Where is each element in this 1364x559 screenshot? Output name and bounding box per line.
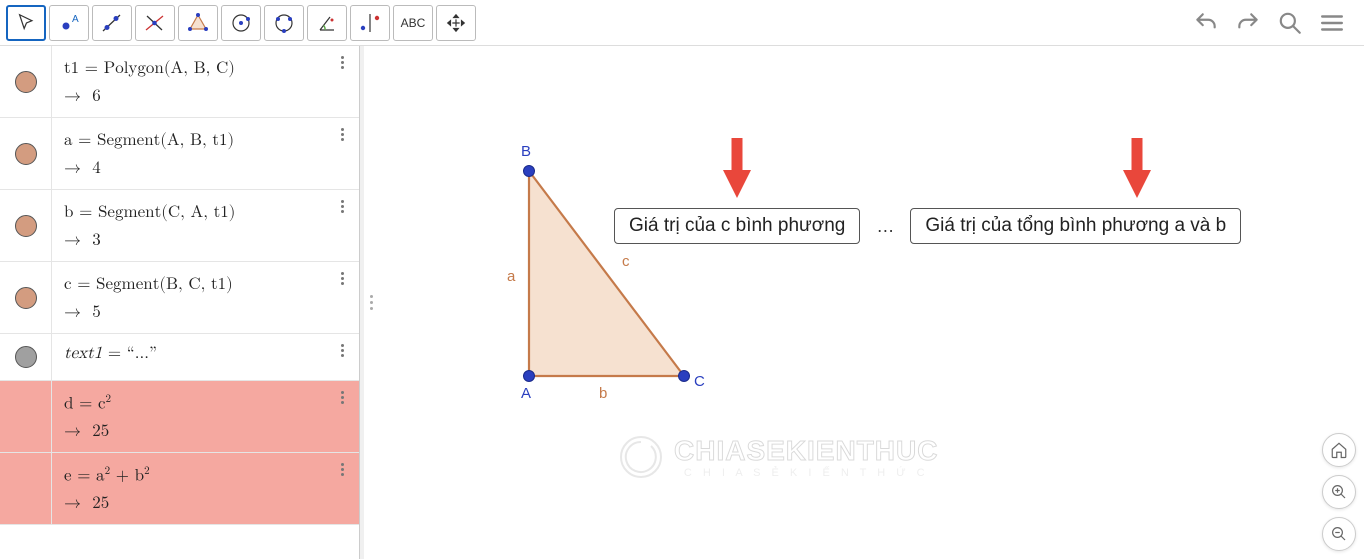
view-controls — [1322, 433, 1356, 551]
workspace: t1 = Polygon(A, B, C)→ 6a = Segment(A, B… — [0, 46, 1364, 559]
algebra-row-c[interactable]: c = Segment(B, C, t1)→ 5 — [0, 262, 359, 334]
row-menu-button[interactable] — [333, 196, 351, 216]
arrow-indicator-2 — [1119, 138, 1155, 204]
row-menu-button[interactable] — [333, 124, 351, 144]
undo-button[interactable] — [1190, 7, 1222, 39]
search-button[interactable] — [1274, 7, 1306, 39]
algebra-row-t1[interactable]: t1 = Polygon(A, B, C)→ 6 — [0, 46, 359, 118]
move-view-icon — [445, 12, 467, 34]
tool-line[interactable] — [92, 5, 132, 41]
menu-button[interactable] — [1316, 7, 1348, 39]
annotation-row: Giá trị của c bình phương … Giá trị của … — [614, 208, 1241, 244]
row-menu-button[interactable] — [333, 268, 351, 288]
algebra-definition: e = a2 + b2→ 25 — [52, 455, 359, 523]
tool-text[interactable]: ABC — [393, 5, 433, 41]
drag-dots-icon — [370, 295, 373, 310]
tool-circle-3pt[interactable] — [264, 5, 304, 41]
arrow-indicator-1 — [719, 138, 755, 204]
row-menu-button[interactable] — [333, 459, 351, 479]
visibility-toggle[interactable] — [0, 381, 52, 452]
color-swatch — [15, 346, 37, 368]
tool-reflect[interactable] — [350, 5, 390, 41]
circle-3pt-icon — [272, 11, 296, 35]
panel-resize-handle[interactable] — [364, 46, 378, 559]
visibility-toggle[interactable] — [0, 334, 52, 380]
color-swatch — [15, 215, 37, 237]
tool-perpendicular[interactable] — [135, 5, 175, 41]
row-menu-button[interactable] — [333, 52, 351, 72]
svg-text:A: A — [72, 14, 79, 25]
visibility-toggle[interactable] — [0, 453, 52, 524]
ellipsis-separator: … — [872, 216, 898, 237]
circle-center-icon — [229, 11, 253, 35]
zoom-in-icon — [1330, 483, 1348, 501]
zoom-out-button[interactable] — [1322, 517, 1356, 551]
tool-angle[interactable] — [307, 5, 347, 41]
graphics-view[interactable]: A B Ca b c Giá trị của c bình phương … Giá t… — [360, 46, 1364, 559]
textbox-sum-squared[interactable]: Giá trị của tổng bình phương a và b — [910, 208, 1241, 244]
watermark-logo-icon — [616, 432, 666, 482]
line-icon — [100, 11, 124, 35]
toolbar-right — [1190, 7, 1358, 39]
watermark-sub: C H I A S Ẻ K I Ế N T H Ứ C — [674, 467, 938, 479]
toolbar: A ABC — [0, 0, 1364, 46]
zoom-out-icon — [1330, 525, 1348, 543]
algebra-row-e[interactable]: e = a2 + b2→ 25 — [0, 453, 359, 525]
algebra-definition: text1 = “...” — [52, 334, 359, 380]
algebra-panel: t1 = Polygon(A, B, C)→ 6a = Segment(A, B… — [0, 46, 360, 559]
reflect-icon — [358, 11, 382, 35]
menu-icon — [1319, 10, 1345, 36]
algebra-row-a[interactable]: a = Segment(A, B, t1)→ 4 — [0, 118, 359, 190]
textbox-c-squared[interactable]: Giá trị của c bình phương — [614, 208, 860, 244]
tool-point[interactable]: A — [49, 5, 89, 41]
tool-polygon[interactable] — [178, 5, 218, 41]
algebra-row-text1[interactable]: text1 = “...” — [0, 334, 359, 381]
color-swatch — [15, 143, 37, 165]
angle-icon — [315, 11, 339, 35]
algebra-definition: b = Segment(C, A, t1)→ 3 — [52, 193, 359, 259]
tool-circle-center[interactable] — [221, 5, 261, 41]
visibility-toggle[interactable] — [0, 118, 52, 189]
home-icon — [1330, 441, 1348, 459]
watermark-main: CHIASEKIENTHUC — [674, 436, 938, 467]
perpendicular-icon — [143, 11, 167, 35]
svg-text:C: C — [694, 373, 705, 390]
redo-button[interactable] — [1232, 7, 1264, 39]
redo-icon — [1235, 10, 1261, 36]
triangle-figure: A B Ca b c — [434, 96, 734, 426]
undo-icon — [1193, 10, 1219, 36]
color-swatch — [15, 71, 37, 93]
svg-text:A: A — [521, 385, 531, 402]
svg-text:a: a — [507, 268, 516, 285]
color-swatch — [15, 287, 37, 309]
tool-move-view[interactable] — [436, 5, 476, 41]
visibility-toggle[interactable] — [0, 46, 52, 117]
polygon-icon — [186, 11, 210, 35]
algebra-definition: a = Segment(A, B, t1)→ 4 — [52, 121, 359, 187]
algebra-row-b[interactable]: b = Segment(C, A, t1)→ 3 — [0, 190, 359, 262]
algebra-definition: c = Segment(B, C, t1)→ 5 — [52, 265, 359, 331]
algebra-row-d[interactable]: d = c2→ 25 — [0, 381, 359, 453]
svg-text:c: c — [622, 253, 630, 270]
watermark: CHIASEKIENTHUC C H I A S Ẻ K I Ế N T H Ứ… — [674, 436, 938, 479]
point-icon: A — [58, 12, 80, 34]
algebra-definition: d = c2→ 25 — [52, 383, 359, 451]
row-menu-button[interactable] — [333, 340, 351, 360]
row-menu-button[interactable] — [333, 387, 351, 407]
visibility-toggle[interactable] — [0, 262, 52, 333]
algebra-definition: t1 = Polygon(A, B, C)→ 6 — [52, 49, 359, 115]
tool-move[interactable] — [6, 5, 46, 41]
search-icon — [1277, 10, 1303, 36]
home-view-button[interactable] — [1322, 433, 1356, 467]
text-icon: ABC — [401, 16, 426, 30]
svg-text:b: b — [599, 385, 607, 402]
svg-text:B: B — [521, 143, 531, 160]
visibility-toggle[interactable] — [0, 190, 52, 261]
cursor-icon — [15, 12, 37, 34]
zoom-in-button[interactable] — [1322, 475, 1356, 509]
